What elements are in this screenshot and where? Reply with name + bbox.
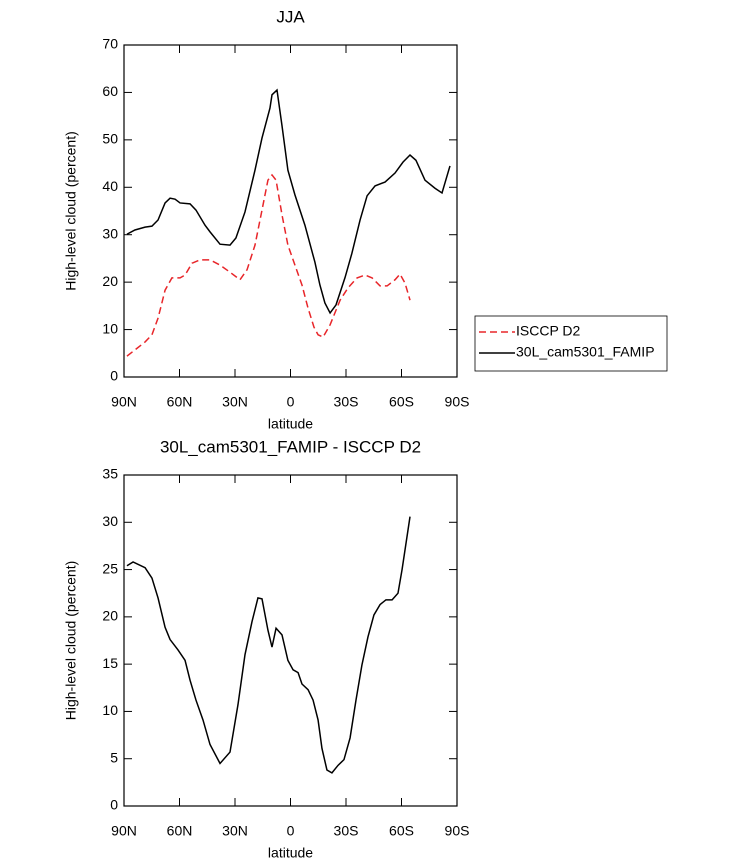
x-tick-label: 60S [389,394,414,410]
legend-label: 30L_cam5301_FAMIP [516,344,655,360]
x-tick-label: 60N [167,394,193,410]
y-tick-label: 60 [102,83,118,99]
x-tick-label: 30S [334,394,359,410]
y-tick-label: 15 [102,655,118,671]
x-tick-label: 30N [222,394,248,410]
y-tick-label: 10 [102,702,118,718]
x-tick-label: 90N [111,394,137,410]
y-tick-label: 20 [102,608,118,624]
y-axis-label: High-level cloud (percent) [63,131,79,291]
chart-title: JJA [276,7,305,26]
y-tick-label: 10 [102,320,118,336]
data-line [126,88,451,315]
y-tick-label: 25 [102,560,118,576]
y-axis-label: High-level cloud (percent) [63,561,79,721]
x-tick-label: 60N [167,823,193,839]
y-tick-label: 30 [102,513,118,529]
y-tick-label: 30 [102,225,118,241]
legend-label: ISCCP D2 [516,323,581,339]
x-tick-label: 90S [445,394,470,410]
chart-title: 30L_cam5301_FAMIP - ISCCP D2 [160,437,421,456]
data-line [126,173,411,357]
x-tick-label: 30N [222,823,248,839]
x-axis-label: latitude [268,416,313,432]
y-tick-label: 0 [110,368,118,384]
legend-box [474,315,668,372]
x-tick-label: 90N [111,823,137,839]
y-tick-label: 50 [102,131,118,147]
x-tick-label: 0 [287,823,295,839]
data-line [126,516,411,774]
plot-frame [123,44,458,378]
x-tick-label: 0 [287,394,295,410]
x-axis-label: latitude [268,845,313,861]
y-tick-label: 5 [110,749,118,765]
plot-frame [123,474,458,807]
x-tick-label: 30S [334,823,359,839]
y-tick-label: 35 [102,466,118,482]
x-tick-label: 90S [445,823,470,839]
y-tick-label: 20 [102,273,118,289]
y-tick-label: 70 [102,36,118,52]
x-tick-label: 60S [389,823,414,839]
y-tick-label: 0 [110,797,118,813]
y-tick-label: 40 [102,178,118,194]
